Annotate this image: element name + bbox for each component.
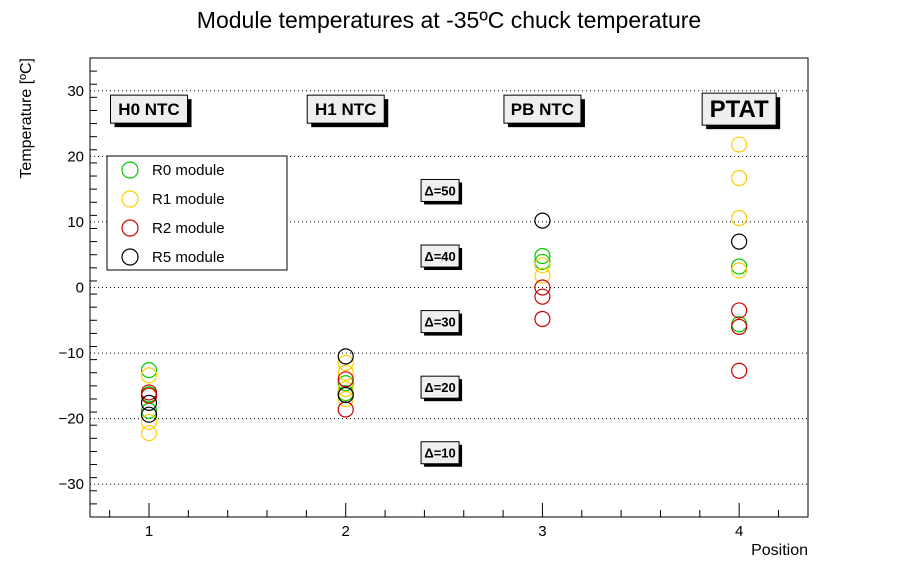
- legend-label: R2 module: [152, 220, 225, 237]
- data-point: [731, 362, 748, 379]
- y-tick-label: 0: [76, 280, 84, 297]
- data-point: [534, 310, 551, 328]
- legend-label: R5 module: [152, 249, 225, 266]
- data-point: [337, 386, 354, 404]
- data-point: [534, 212, 551, 229]
- annotations: H0 NTC H1 NTC PB NTC PTAT Δ=50 Δ=40 Δ=30 Δ=20 Δ=…: [110, 92, 781, 467]
- annotation-box: [306, 94, 385, 124]
- data-point: [731, 302, 748, 319]
- y-tick-label: 10: [67, 214, 84, 231]
- data-point: [534, 247, 551, 265]
- data-point: [337, 354, 354, 372]
- data-point: [140, 362, 158, 379]
- data-point: [337, 364, 354, 381]
- data-point: [731, 258, 748, 275]
- data-point: [140, 387, 158, 404]
- data-point: [534, 253, 551, 271]
- x-tick-label: 4: [735, 523, 743, 540]
- data-point: [337, 375, 354, 392]
- delta-label: Δ=10: [424, 446, 455, 461]
- data-point: [534, 257, 551, 274]
- data-point: [731, 136, 748, 153]
- delta-label: Δ=20: [424, 380, 455, 395]
- data-point: [731, 233, 748, 250]
- data-point: [337, 381, 354, 398]
- annotation-box: [701, 92, 777, 126]
- y-axis-label: Temperature [ºC]: [18, 58, 35, 179]
- chart-title: Module temperatures at -35ºC chuck tempe…: [197, 7, 701, 33]
- data-point: [140, 367, 158, 384]
- legend-marker: [121, 161, 139, 179]
- delta-label: Δ=50: [424, 183, 455, 198]
- data-point: [140, 424, 158, 442]
- annotation-label: PB NTC: [511, 100, 574, 119]
- x-tick-label: 1: [145, 523, 153, 540]
- annotation-label: H0 NTC: [118, 100, 179, 119]
- y-tick-label: −10: [59, 345, 84, 362]
- data-point: [731, 318, 748, 335]
- legend-label: R1 module: [152, 191, 225, 208]
- annotation-box: [110, 94, 189, 124]
- tick-labels: −30 −20 −10 0 10 20 30 1 2 3 4: [59, 83, 744, 540]
- legend-label: R0 module: [152, 162, 225, 179]
- delta-box: [420, 244, 460, 268]
- legend-marker: [121, 219, 139, 237]
- data-point: [140, 413, 158, 431]
- data-point: [731, 209, 748, 227]
- delta-box: [420, 310, 460, 334]
- data-points: [140, 136, 748, 442]
- data-point: [140, 384, 158, 401]
- data-point: [534, 279, 551, 296]
- legend-marker: [121, 248, 139, 266]
- grid-lines: [90, 90, 808, 485]
- data-point: [337, 371, 354, 388]
- x-axis-label: Position: [751, 542, 808, 559]
- legend-marker: [121, 190, 139, 208]
- data-point: [731, 262, 748, 279]
- delta-label: Δ=40: [424, 249, 455, 264]
- delta-box: [420, 441, 460, 465]
- delta-box: [420, 375, 460, 399]
- y-tick-label: −30: [59, 476, 84, 493]
- data-point: [731, 169, 748, 187]
- data-point: [534, 288, 551, 305]
- data-point: [140, 406, 158, 423]
- x-tick-label: 3: [538, 523, 546, 540]
- y-tick-label: −20: [59, 411, 84, 428]
- y-tick-label: 20: [67, 148, 84, 165]
- annotation-box: [503, 94, 582, 124]
- data-point: [337, 390, 354, 408]
- annotation-label: PTAT: [710, 96, 769, 123]
- axis-ticks: [90, 57, 779, 518]
- delta-label: Δ=30: [424, 315, 455, 330]
- delta-box: [420, 178, 460, 202]
- data-point: [140, 394, 158, 412]
- data-point: [337, 348, 354, 365]
- data-point: [337, 401, 354, 418]
- data-point: [534, 267, 551, 284]
- plot-frame: [89, 57, 809, 518]
- annotation-label: H1 NTC: [315, 100, 376, 119]
- legend-box: [106, 155, 288, 271]
- x-tick-label: 2: [342, 523, 350, 540]
- legend: R0 module R1 module R2 module R5 module: [106, 155, 288, 271]
- y-tick-label: 30: [67, 83, 84, 100]
